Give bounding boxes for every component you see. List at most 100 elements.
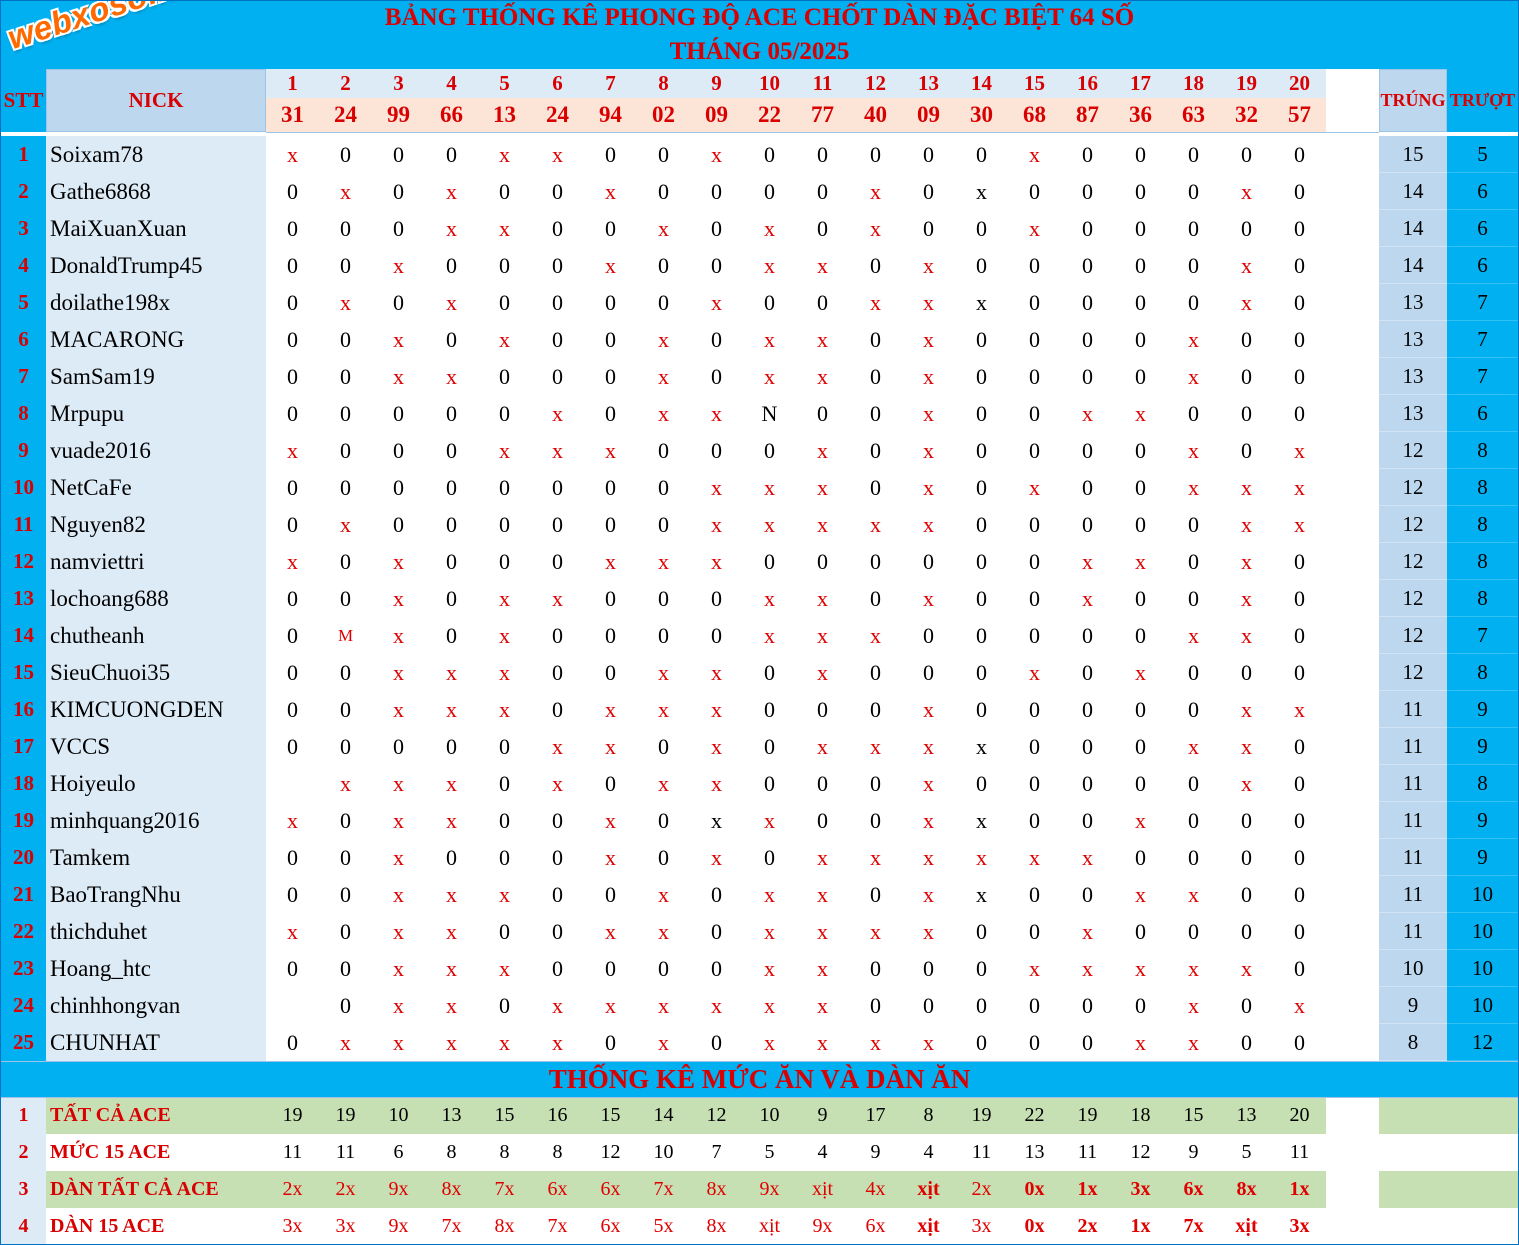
row-mark: x	[976, 290, 987, 315]
stat-value: xịt	[796, 1171, 849, 1208]
row-mark: 0	[1029, 253, 1040, 278]
row-mark: x	[393, 586, 404, 611]
row-mark: N	[761, 401, 778, 426]
row-mark: x	[976, 808, 987, 833]
row-mark: 0	[1082, 327, 1093, 352]
row-nick: CHUNHAT	[46, 1024, 266, 1061]
row-truot: 7	[1447, 358, 1518, 395]
row-mark: 0	[1188, 216, 1199, 241]
row-truot: 9	[1447, 691, 1518, 728]
result-number: 68	[1008, 98, 1061, 132]
row-mark: x	[976, 882, 987, 907]
row-truot: 8	[1447, 654, 1518, 691]
row-mark: 0	[1188, 290, 1199, 315]
stat-value: 8	[425, 1134, 478, 1171]
row-mark	[266, 987, 319, 1024]
row-mark: x	[605, 734, 616, 759]
row-mark	[266, 765, 319, 802]
row-mark: x	[1135, 549, 1146, 574]
row-mark: x	[605, 993, 616, 1018]
row-mark: 0	[658, 956, 669, 981]
row-nick: chinhhongvan	[46, 987, 266, 1024]
row-mark: x	[870, 623, 881, 648]
row-mark: x	[605, 697, 616, 722]
row-mark: 0	[393, 475, 404, 500]
row-mark: 0	[1188, 142, 1199, 167]
row-mark: x	[1241, 586, 1252, 611]
row-mark: 0	[1082, 142, 1093, 167]
row-mark: x	[1082, 549, 1093, 574]
stat-value: 11	[266, 1134, 319, 1171]
row-mark: 0	[340, 364, 351, 389]
stat-stt: 4	[1, 1208, 46, 1244]
row-truot: 8	[1447, 580, 1518, 617]
row-truot: 6	[1447, 395, 1518, 432]
row-trung: 12	[1379, 617, 1447, 654]
day-header: 8	[637, 69, 690, 98]
row-trung: 12	[1379, 543, 1447, 580]
row-mark: 0	[605, 660, 616, 685]
row-mark: 0	[1029, 771, 1040, 796]
row-mark: 0	[870, 549, 881, 574]
row-mark: 0	[764, 290, 775, 315]
row-trung: 14	[1379, 173, 1447, 210]
row-mark: 0	[1082, 993, 1093, 1018]
stat-value: 8x	[690, 1171, 743, 1208]
stat-value: 13	[425, 1097, 478, 1134]
row-mark: 0	[340, 660, 351, 685]
row-mark: 0	[340, 697, 351, 722]
row-mark: 0	[340, 993, 351, 1018]
row-mark: 0	[976, 549, 987, 574]
row-mark: 0	[1029, 734, 1040, 759]
row-mark: 0	[976, 475, 987, 500]
row-mark: 0	[446, 549, 457, 574]
row-mark: x	[393, 919, 404, 944]
row-mark: x	[923, 364, 934, 389]
row-nick: namviettri	[46, 543, 266, 580]
row-mark: x	[711, 660, 722, 685]
row-mark: 0	[1135, 845, 1146, 870]
row-mark: 0	[711, 1030, 722, 1055]
result-number: 87	[1061, 98, 1114, 132]
row-stt: 4	[1, 247, 46, 284]
row-stt: 25	[1, 1024, 46, 1061]
row-nick: BaoTrangNhu	[46, 876, 266, 913]
row-mark: 0	[711, 438, 722, 463]
row-mark: x	[605, 845, 616, 870]
row-mark: 0	[1135, 734, 1146, 759]
stat-value: 9x	[372, 1208, 425, 1244]
stat-value: 18	[1114, 1097, 1167, 1134]
day-header: 9	[690, 69, 743, 98]
row-mark: 0	[923, 623, 934, 648]
row-mark: x	[552, 771, 563, 796]
stat-value: 19	[955, 1097, 1008, 1134]
row-nick: Soixam78	[46, 136, 266, 173]
row-mark: x	[446, 808, 457, 833]
row-nick: Hoiyeulo	[46, 765, 266, 802]
result-number: 94	[584, 98, 637, 132]
result-number: 57	[1273, 98, 1326, 132]
row-mark: x	[1082, 586, 1093, 611]
row-mark: 0	[287, 623, 298, 648]
row-mark: x	[711, 142, 722, 167]
row-mark: x	[1241, 734, 1252, 759]
row-nick: vuade2016	[46, 432, 266, 469]
result-number: 30	[955, 98, 1008, 132]
row-mark: 0	[817, 401, 828, 426]
row-mark: 0	[340, 401, 351, 426]
row-mark: 0	[817, 549, 828, 574]
row-mark: x	[605, 919, 616, 944]
row-truot: 6	[1447, 247, 1518, 284]
row-mark: x	[393, 623, 404, 648]
stat-value: 5x	[637, 1208, 690, 1244]
row-mark: x	[287, 438, 298, 463]
stat-label: MỨC 15 ACE	[46, 1134, 266, 1171]
row-mark: 0	[976, 364, 987, 389]
row-mark: 0	[976, 216, 987, 241]
row-mark: x	[923, 882, 934, 907]
row-mark: x	[1135, 401, 1146, 426]
row-mark: 0	[499, 845, 510, 870]
stat-value: 10	[743, 1097, 796, 1134]
row-mark: 0	[552, 623, 563, 648]
row-truot: 9	[1447, 802, 1518, 839]
